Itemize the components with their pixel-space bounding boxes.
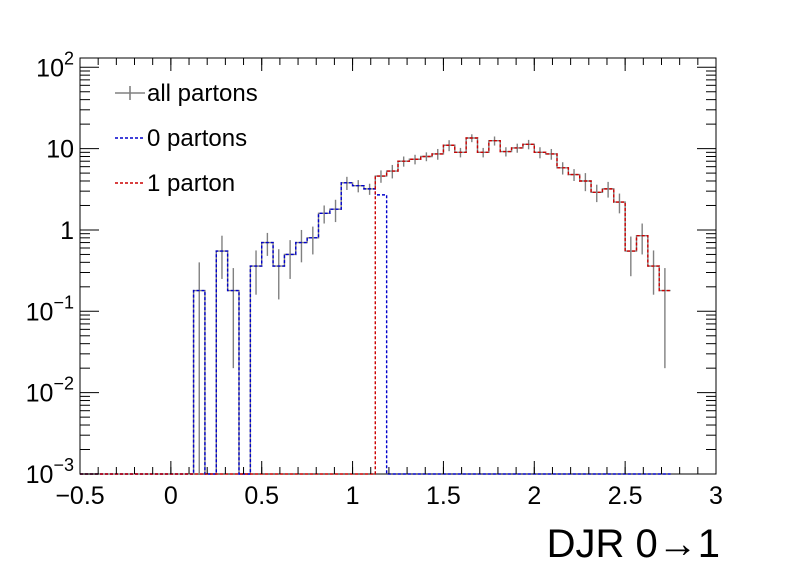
legend-label: 1 parton [147,170,235,197]
series-line [80,137,671,475]
x-tick-label: 2.5 [608,482,643,510]
x-tick-label: 0.5 [244,482,279,510]
x-tick-label: 2 [527,482,541,510]
series-layer [80,134,671,475]
y-tick-base: 1 [60,217,74,245]
x-tick-label: −0.5 [55,482,104,510]
x-axis-title: DJR 0→1 [547,522,720,566]
x-tick-label: 3 [709,482,723,510]
y-tick-label: 10−2 [26,374,74,408]
y-tick-label: 102 [36,48,74,82]
x-tick-label: 1 [346,482,360,510]
y-tick-label: 10 [46,136,74,164]
y-tick-exponent: −1 [53,292,74,312]
legend-entry-1-parton: 1 parton [115,170,235,197]
y-tick-base: 10 [26,461,54,489]
y-tick-base: 10 [26,380,54,408]
legend-entry-all-partons: all partons [115,80,258,107]
legend-label: 0 partons [147,125,247,152]
y-tick-exponent: 2 [64,48,74,68]
legend: all partons 0 partons 1 parton [115,80,258,197]
series-line [80,182,671,475]
y-tick-base: 10 [46,136,74,164]
y-tick-label: 10−3 [26,455,74,489]
y-tick-label: 1 [60,217,74,245]
y-tick-base: 10 [36,54,64,82]
y-tick-exponent: −3 [53,455,74,475]
y-tick-label: 10−1 [26,292,74,326]
x-tick-label: 0 [164,482,178,510]
legend-entry-0-partons: 0 partons [115,125,247,152]
y-tick-base: 10 [26,298,54,326]
series-1-parton [80,137,671,475]
series-0-partons [80,182,671,475]
legend-label: all partons [147,80,258,107]
x-tick-label: 1.5 [426,482,461,510]
y-tick-exponent: −2 [53,374,74,394]
